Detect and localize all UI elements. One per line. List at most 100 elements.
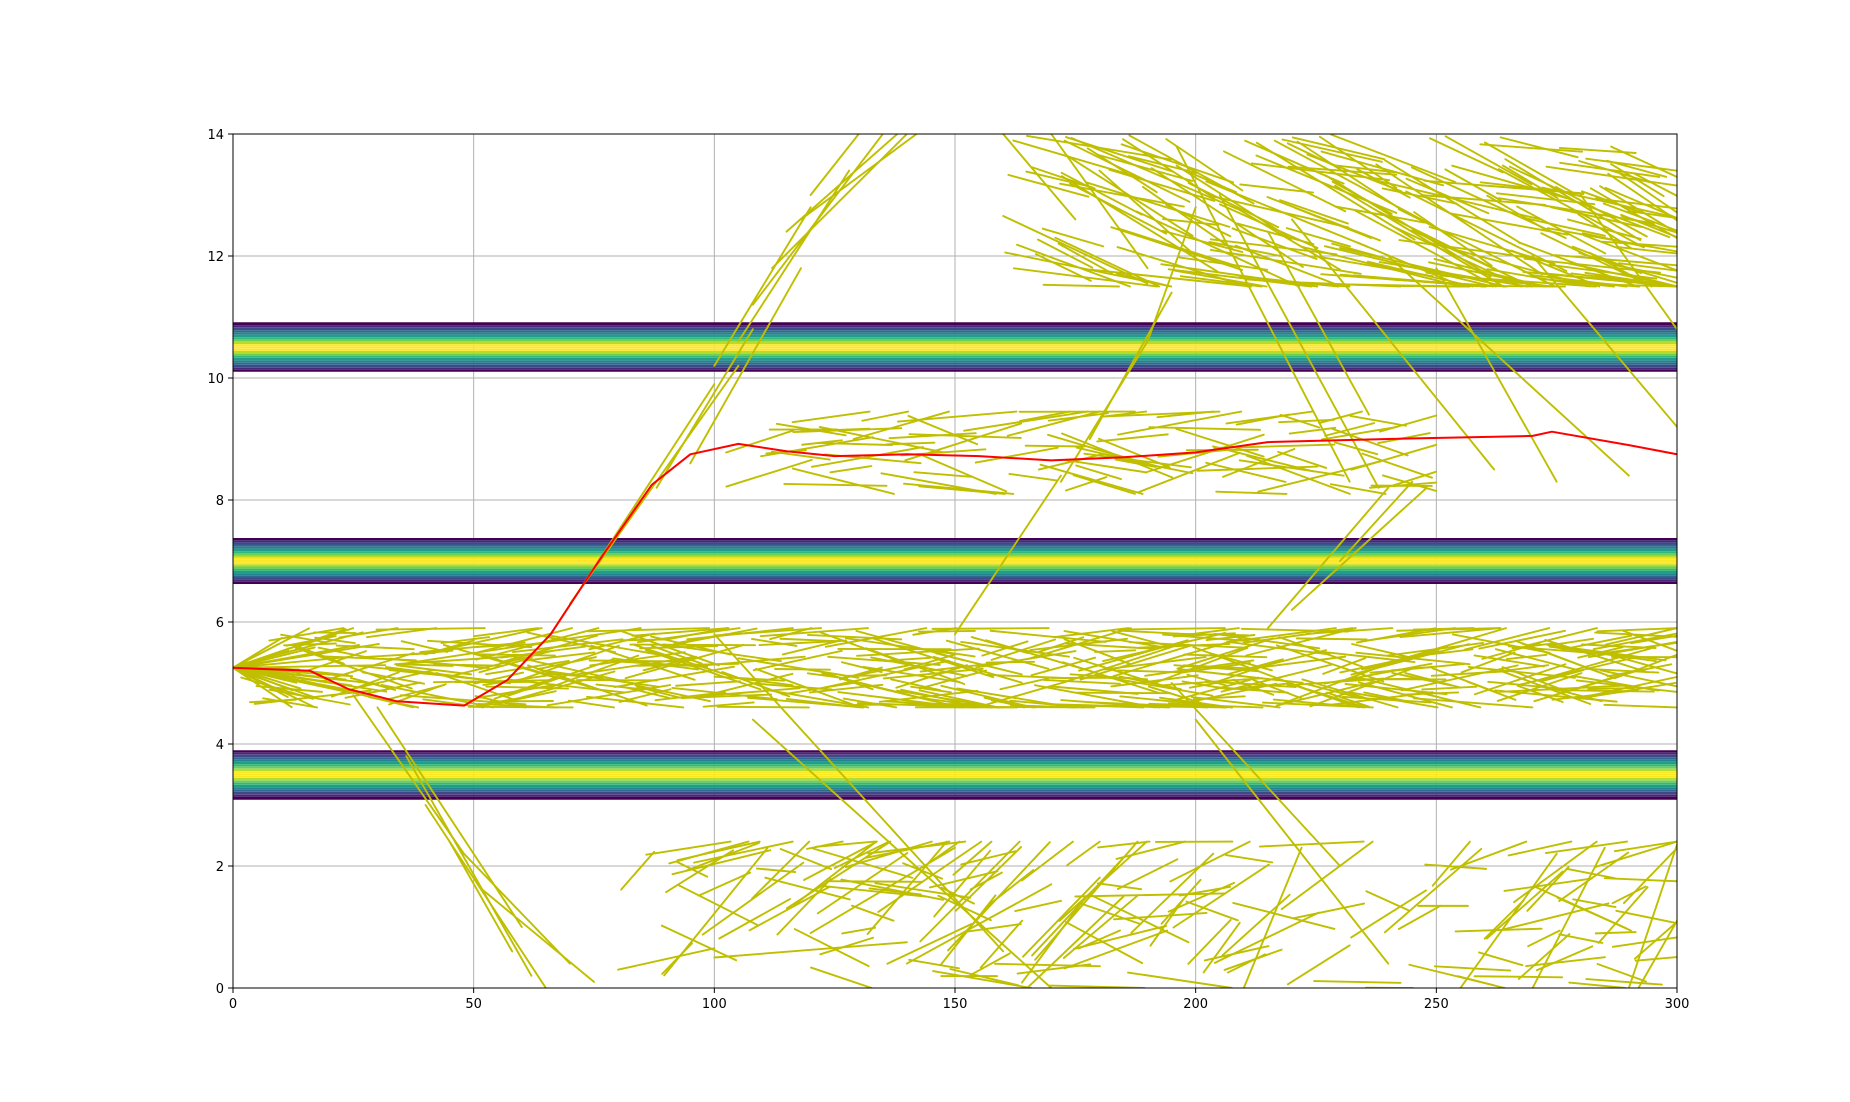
explored-path-segment <box>776 878 832 936</box>
explored-path-segment <box>1398 239 1533 259</box>
explored-path-segment <box>829 465 873 474</box>
explored-path-segment <box>695 687 801 698</box>
explored-path-segment <box>1182 664 1259 670</box>
explored-path-segment <box>1517 933 1571 980</box>
explored-path-segment <box>1543 278 1641 288</box>
explored-path-segment <box>725 429 795 454</box>
explored-path-segment <box>1072 474 1136 495</box>
explored-path-segment <box>1324 422 1376 437</box>
explored-path-segment <box>280 633 328 644</box>
explored-path-segment <box>1061 642 1184 684</box>
explored-path-segment <box>405 755 533 977</box>
explored-path-segment <box>1585 157 1677 172</box>
explored-path-segment <box>1043 679 1122 685</box>
explored-path-segment <box>1077 929 1121 950</box>
explored-path-segment <box>1330 427 1409 457</box>
explored-path-segment <box>1288 426 1337 435</box>
explored-path-segment <box>1261 701 1374 709</box>
explored-path-segment <box>1292 902 1366 920</box>
explored-path-segment <box>473 627 540 638</box>
explored-path-segment <box>1178 256 1269 271</box>
explored-path-segment <box>1428 137 1504 174</box>
explored-path-segment <box>1596 627 1677 633</box>
explored-path-segment <box>952 840 993 876</box>
explored-path-segment <box>1281 138 1383 163</box>
explored-path-segment <box>1117 629 1181 635</box>
explored-path-segment <box>1603 703 1677 709</box>
explored-path-segment <box>1554 254 1677 267</box>
explored-path-segment <box>1568 981 1627 988</box>
explored-path-segment <box>1165 138 1244 192</box>
explored-path-segment <box>567 699 615 709</box>
explored-path-segment <box>990 638 1057 661</box>
explored-path-segment <box>1208 240 1281 257</box>
explored-path-segment <box>791 410 871 424</box>
explored-path-segment <box>810 966 873 988</box>
explored-path-segment <box>1064 476 1108 492</box>
best-path-line <box>233 430 1677 707</box>
explored-path-segment <box>693 655 806 668</box>
explored-path-segment <box>1239 183 1315 194</box>
explored-path-segment <box>1007 173 1090 198</box>
explored-path-segment <box>1541 186 1677 219</box>
explored-path-segment <box>1618 262 1677 272</box>
explored-path-segment <box>866 840 948 935</box>
explored-path-segment <box>1275 681 1373 707</box>
explored-path-segment <box>376 706 523 928</box>
explored-path-segment <box>981 640 1029 657</box>
explored-path-segment <box>1627 843 1677 988</box>
explored-path-segment <box>751 638 798 647</box>
explored-path-segment <box>1526 866 1570 912</box>
explored-path-segment <box>718 898 791 940</box>
explored-path-segment <box>779 848 833 871</box>
explored-path-segment <box>673 633 728 645</box>
explored-path-segment <box>1405 190 1568 272</box>
explored-path-segment <box>1234 244 1342 287</box>
explored-path-segment <box>908 958 960 970</box>
explored-path-segment <box>1365 890 1410 912</box>
explored-path-segment <box>1016 963 1092 975</box>
explored-path-segment <box>612 657 699 671</box>
explored-path-segment <box>1280 840 1374 911</box>
explored-path-segment <box>800 134 918 221</box>
explored-path-segment <box>478 656 533 674</box>
explored-path-segment <box>1041 227 1105 248</box>
explored-path-segment <box>841 926 877 935</box>
explored-path-segment <box>812 847 914 879</box>
explored-path-segment <box>905 883 1053 965</box>
explored-path-segment <box>1599 669 1677 688</box>
explored-path-segment <box>779 637 838 643</box>
explored-path-segment <box>903 653 956 671</box>
explored-path-segment <box>918 689 999 709</box>
explored-path-segment <box>587 627 711 633</box>
explored-path-segment <box>233 664 387 669</box>
explored-path-segment <box>969 871 1003 891</box>
explored-path-segment <box>1273 139 1439 230</box>
explored-path-segment <box>1167 268 1313 288</box>
explored-path-segment <box>985 869 1035 909</box>
explored-path-segment <box>1301 678 1399 709</box>
explored-path-segment <box>1433 258 1545 288</box>
explored-path-segment <box>1169 840 1251 883</box>
explored-path-segment <box>1096 882 1143 891</box>
explored-path-segment <box>1542 188 1671 239</box>
explored-path-segment <box>1460 651 1516 674</box>
explored-path-segment <box>476 627 573 654</box>
explored-path-segment <box>870 656 969 677</box>
explored-path-segment <box>1202 921 1241 974</box>
explored-path-segment <box>233 628 347 669</box>
explored-path-segment <box>1449 840 1528 871</box>
explored-path-segment <box>954 474 1062 636</box>
explored-path-segment <box>878 689 979 703</box>
explored-path-segment <box>1064 921 1144 965</box>
explored-path-segment <box>1141 185 1234 250</box>
explored-path-segment <box>752 649 843 672</box>
explored-path-segment <box>1205 680 1297 689</box>
explored-path-segment <box>1245 454 1351 495</box>
explored-path-segment <box>394 655 513 666</box>
explored-path-segment <box>693 840 794 864</box>
explored-path-segment <box>1205 461 1287 483</box>
explored-path-segment <box>1585 978 1663 986</box>
explored-path-segment <box>910 685 952 694</box>
explored-path-segment <box>1224 854 1274 864</box>
